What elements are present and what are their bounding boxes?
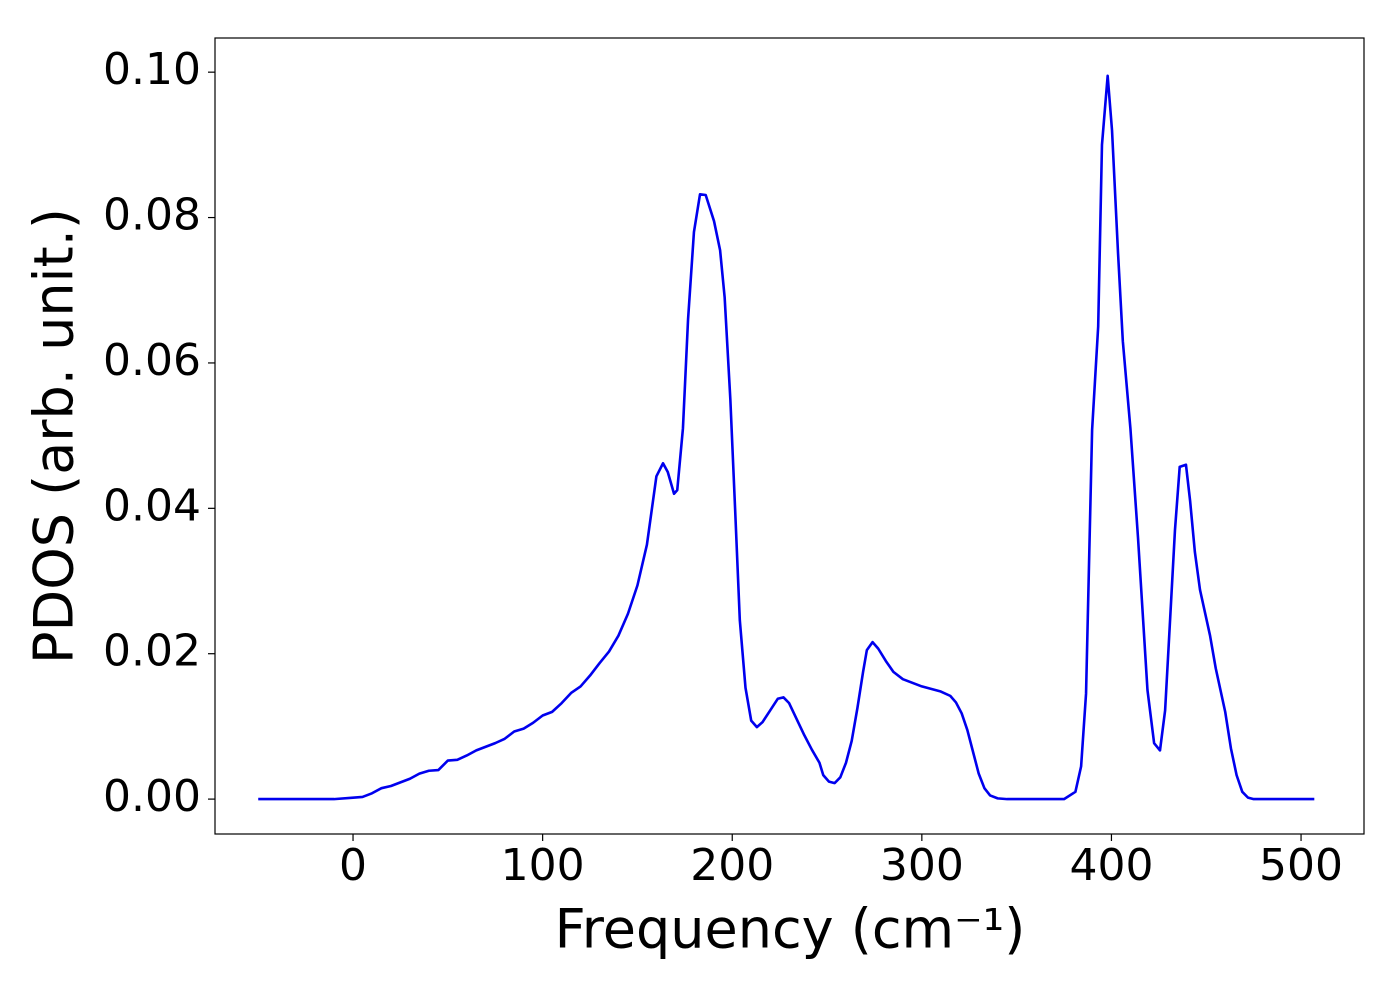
line-series xyxy=(258,74,1315,801)
x-tick-label: 500 xyxy=(1259,840,1343,891)
y-tick-label: 0.08 xyxy=(103,190,201,241)
y-tick-label: 0.06 xyxy=(103,335,201,386)
y-tick-label: 0.10 xyxy=(103,44,201,95)
x-axis-label: Frequency (cm⁻¹) xyxy=(555,898,1026,961)
y-tick-label: 0.02 xyxy=(103,626,201,677)
y-axis-label: PDOS (arb. unit.) xyxy=(23,208,86,664)
y-tick-label: 0.00 xyxy=(103,771,201,822)
plot-frame xyxy=(214,37,1365,835)
x-tick-label: 0 xyxy=(339,840,367,891)
x-tick-label: 200 xyxy=(690,840,774,891)
y-tick-label: 0.04 xyxy=(103,480,201,531)
x-tick-label: 300 xyxy=(880,840,964,891)
x-tick-label: 100 xyxy=(501,840,585,891)
x-tick-label: 400 xyxy=(1069,840,1153,891)
